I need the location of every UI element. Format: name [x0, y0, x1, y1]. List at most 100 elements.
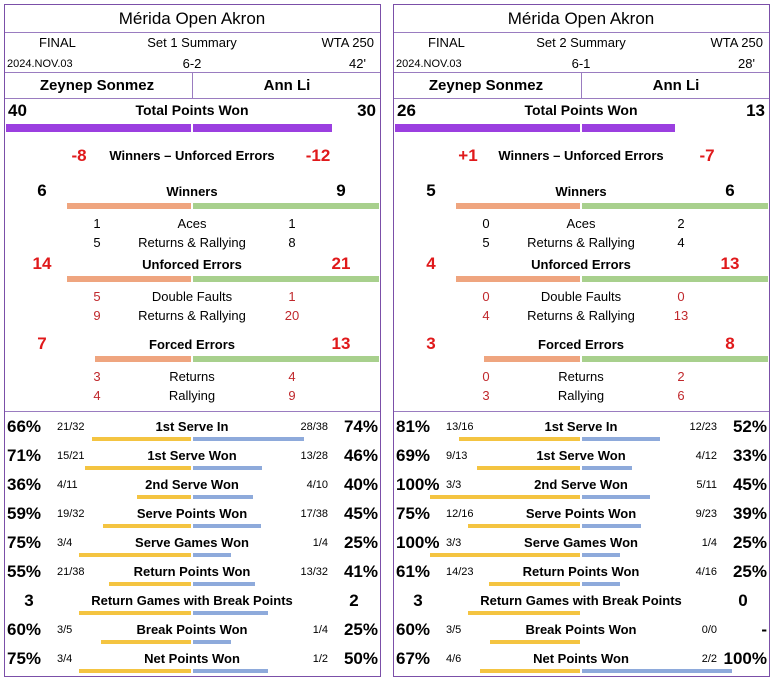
- stat-p1-value: 55%: [7, 562, 42, 581]
- total-points-p2: 30: [357, 101, 376, 120]
- stat-bar-p1: [84, 466, 191, 470]
- stat-label: Serve Games Won: [135, 535, 249, 550]
- stat-p1-fraction: 12/16: [446, 508, 474, 520]
- divider: [5, 32, 380, 33]
- stat-label: Return Games with Break Points: [480, 593, 682, 608]
- wue-label: Winners – Unforced Errors: [109, 148, 275, 163]
- match-status: FINAL: [39, 35, 76, 50]
- forced-errors-row-p2: 6: [677, 388, 685, 403]
- stat-p2-value: 33%: [732, 446, 767, 465]
- divider: [394, 32, 769, 33]
- total-points-p1: 40: [8, 101, 27, 120]
- stat-bar-p1: [479, 669, 580, 673]
- stat-p2-fraction: 5/11: [696, 479, 717, 491]
- forced-errors-p1: 7: [37, 334, 47, 353]
- stat-p1-value: 3: [413, 591, 423, 610]
- stat-p2-fraction: 4/10: [306, 479, 328, 491]
- stat-p2-fraction: 17/38: [300, 508, 328, 520]
- stat-bar-p2: [193, 669, 268, 673]
- stat-p2-value: 25%: [343, 620, 378, 639]
- forced-errors-row-p1: 0: [482, 369, 490, 384]
- stat-p1-fraction: 4/11: [57, 479, 78, 491]
- stat-bar-p2: [582, 495, 650, 499]
- divider: [5, 411, 380, 412]
- total-points-bar-p2: [582, 124, 675, 132]
- divider: [394, 411, 769, 412]
- stat-bar-p2: [193, 582, 255, 586]
- stat-p2-fraction: 28/38: [300, 421, 328, 433]
- stat-p2-fraction: 9/23: [695, 508, 717, 520]
- stat-bar-p1: [467, 524, 580, 528]
- wue-label: Winners – Unforced Errors: [498, 148, 664, 163]
- match-date: 2024.NOV.03: [396, 58, 462, 70]
- stat-p2-value: 0: [738, 591, 748, 610]
- stat-label: Net Points Won: [144, 651, 240, 666]
- stat-bar-p1: [78, 553, 191, 557]
- stat-p1-value: 81%: [396, 417, 431, 436]
- winners-p2: 9: [336, 181, 346, 200]
- stat-bar-p1: [108, 582, 191, 586]
- unforced-errors-p1: 14: [32, 254, 52, 273]
- winners-row-label: Aces: [566, 216, 596, 231]
- total-points-p1: 26: [397, 101, 416, 120]
- stat-bar-p2: [582, 466, 632, 470]
- stat-label: Return Games with Break Points: [91, 593, 293, 608]
- stat-p1-fraction: 4/6: [446, 653, 462, 665]
- stat-p1-fraction: 3/4: [57, 653, 73, 665]
- winners-p2: 6: [725, 181, 735, 200]
- winners-label: Winners: [166, 184, 218, 199]
- stat-label: Return Points Won: [522, 564, 640, 579]
- stat-p2-fraction: 4/16: [695, 566, 717, 578]
- stat-label: Serve Points Won: [136, 506, 248, 521]
- stat-p2-fraction: 1/4: [312, 537, 328, 549]
- stat-p1-value: 75%: [7, 533, 42, 552]
- unforced-errors-row-p1: 5: [93, 289, 101, 304]
- divider: [5, 98, 380, 99]
- set-panel-2: Mérida Open Akron FINAL Set 2 Summary WTA 2…: [393, 4, 770, 677]
- stat-bar-p2: [193, 611, 268, 615]
- unforced-errors-row-p1: 4: [482, 308, 490, 323]
- stat-bar-p1: [458, 437, 580, 441]
- winners-row-p2: 2: [677, 216, 685, 231]
- stat-p2-value: 25%: [732, 562, 767, 581]
- stat-p2-value: 45%: [732, 475, 767, 494]
- stat-p2-value: 25%: [732, 533, 767, 552]
- forced-errors-bar-p1: [484, 356, 580, 362]
- forced-errors-row-label: Rallying: [168, 388, 216, 403]
- winners-bar-p2: [193, 203, 379, 209]
- stat-p2-value: 41%: [343, 562, 378, 581]
- stat-p1-value: 60%: [396, 620, 431, 639]
- stat-p2-fraction: 1/2: [312, 653, 328, 665]
- stat-p2-fraction: 1/4: [312, 624, 328, 636]
- stat-bar-p1: [430, 553, 580, 557]
- unforced-errors-p1: 4: [426, 254, 436, 273]
- stat-label: 2nd Serve Won: [145, 477, 239, 492]
- stat-label: 1st Serve In: [544, 419, 618, 434]
- set-title: Set 1 Summary: [147, 35, 237, 50]
- stat-bar-p2: [582, 582, 620, 586]
- stat-bar-p2: [193, 524, 261, 528]
- stat-p2-value: -: [761, 620, 767, 639]
- stat-p1-fraction: 21/32: [57, 421, 85, 433]
- stat-p1-fraction: 3/3: [446, 479, 462, 491]
- stat-p1-fraction: 3/4: [57, 537, 73, 549]
- stat-p2-value: 74%: [343, 417, 378, 436]
- total-points-p2: 13: [746, 101, 765, 120]
- total-points-bar-p1: [6, 124, 191, 132]
- stat-p1-value: 100%: [396, 475, 440, 494]
- unforced-errors-row-p1: 0: [482, 289, 490, 304]
- stat-p1-value: 66%: [7, 417, 42, 436]
- unforced-errors-row-p2: 20: [284, 308, 300, 323]
- forced-errors-bar-p2: [193, 356, 379, 362]
- tour-label: WTA 250: [321, 35, 374, 50]
- tour-label: WTA 250: [710, 35, 763, 50]
- winners-row-p1: 0: [482, 216, 490, 231]
- stat-p2-value: 46%: [343, 446, 378, 465]
- stat-p1-value: 67%: [396, 649, 431, 668]
- winners-bar-p1: [456, 203, 580, 209]
- stat-p1-fraction: 3/3: [446, 537, 462, 549]
- forced-errors-p2: 13: [331, 334, 351, 353]
- stat-p2-fraction: 0/0: [701, 624, 717, 636]
- unforced-errors-row-p2: 13: [673, 308, 689, 323]
- unforced-errors-bar-p1: [67, 276, 191, 282]
